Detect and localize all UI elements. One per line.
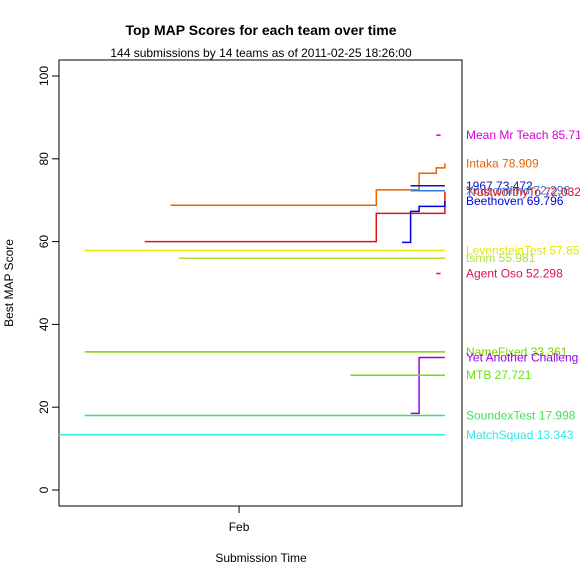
y-tick-label: 60 (37, 235, 51, 249)
y-axis: 0 20 40 60 80 100 (37, 66, 59, 493)
x-axis-label: Submission Time (215, 551, 307, 565)
series-line-yet-another-challenger (410, 356, 445, 415)
series-label: Mean Mr Teach 85.71 (466, 128, 580, 142)
series-label: LevensteinTest 57.85 (466, 244, 580, 258)
series-label: SoundexTest 17.998 (466, 408, 576, 422)
y-tick-label: 80 (37, 152, 51, 166)
series-label: MatchSquad 13.343 (466, 428, 574, 442)
series-label: Yet Another Challeng (466, 351, 578, 365)
y-tick-label: 40 (37, 317, 51, 331)
series-label: NameFixed 33.361 (466, 345, 568, 359)
series-label: MTB 27.721 (466, 368, 532, 382)
y-axis-label: Best MAP Score (2, 239, 16, 327)
series-label: 1967 73.472 (466, 179, 533, 193)
y-tick-label: 100 (37, 66, 51, 86)
series-line-intaka (170, 163, 446, 206)
plot-frame (58, 59, 463, 507)
series-label: TrustworthyTo 72.032 (466, 185, 580, 199)
series-layer (59, 134, 446, 436)
x-axis: Feb (229, 506, 250, 534)
series-label: Beethoven 69.796 (466, 194, 564, 208)
series-label: tsmm 55.981 (466, 251, 536, 265)
series-label: Agent Oso 52.298 (466, 266, 563, 280)
series-labels: Mean Mr Teach 85.71 Intaka 78.909 1967 73.… (466, 128, 580, 442)
chart-subtitle: 144 submissions by 14 teams as of 2011-0… (110, 46, 412, 60)
y-tick-label: 20 (37, 400, 51, 414)
series-label: Intaka 78.909 (466, 156, 539, 170)
x-tick-label: Feb (229, 520, 250, 534)
series-label: Xcuzomfrnd 72.296 (466, 184, 570, 198)
chart-title: Top MAP Scores for each team over time (125, 22, 396, 38)
plot-area (58, 59, 463, 507)
series-line-beethoven (402, 201, 446, 244)
series-line-trustworthy (144, 191, 446, 243)
y-tick-label: 0 (37, 486, 51, 493)
